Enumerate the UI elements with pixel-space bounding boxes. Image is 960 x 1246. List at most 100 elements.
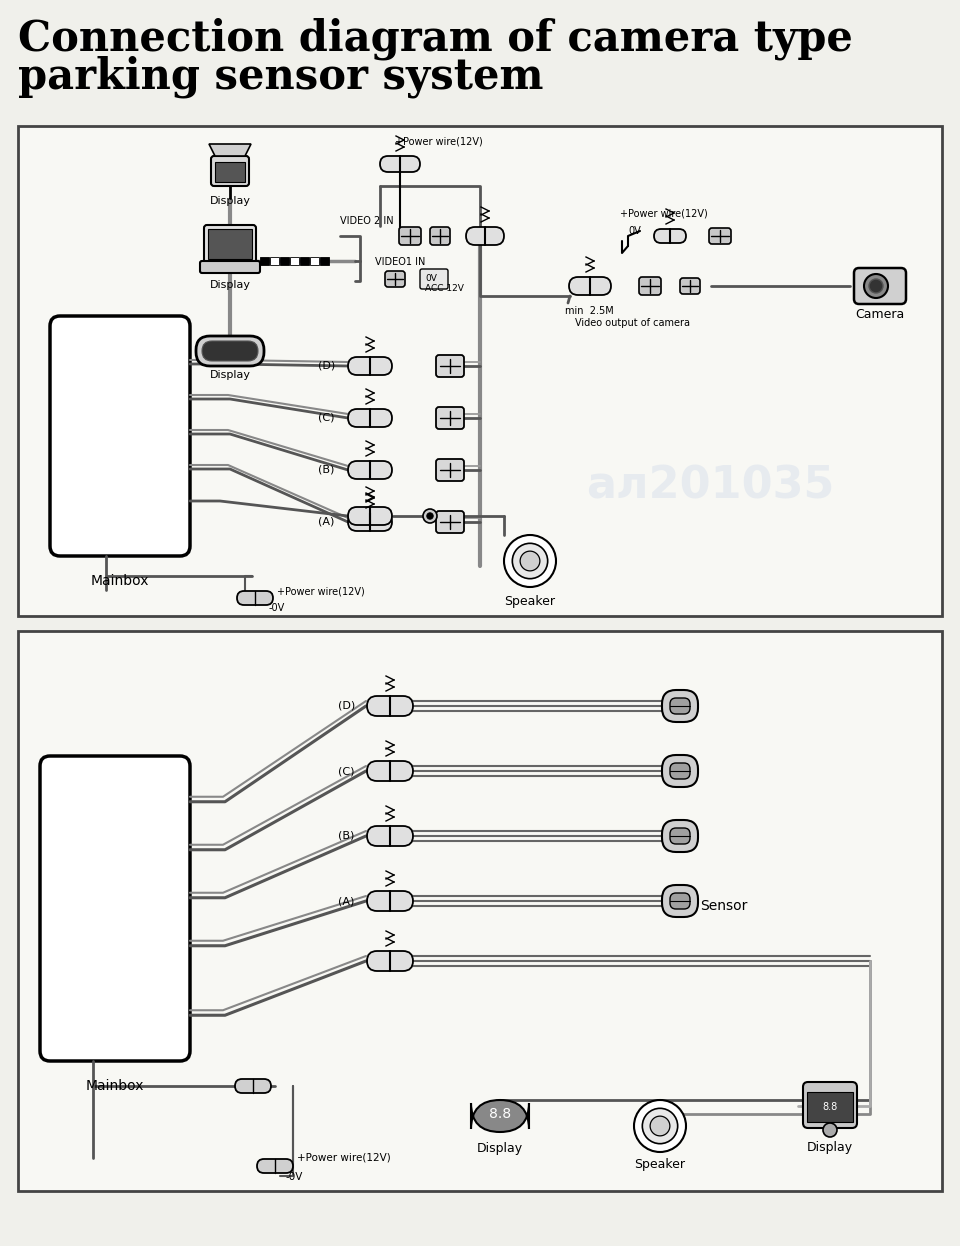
FancyBboxPatch shape (639, 277, 661, 295)
FancyBboxPatch shape (670, 698, 690, 714)
FancyBboxPatch shape (367, 891, 413, 911)
FancyBboxPatch shape (430, 227, 450, 245)
Circle shape (504, 535, 556, 587)
Text: Display: Display (209, 280, 251, 290)
Text: VIDEO 2 IN: VIDEO 2 IN (340, 216, 394, 226)
Text: Speaker: Speaker (505, 596, 556, 608)
FancyBboxPatch shape (436, 459, 464, 481)
Text: (C): (C) (318, 412, 334, 422)
Bar (215, 162, 245, 182)
FancyBboxPatch shape (662, 885, 698, 917)
FancyBboxPatch shape (367, 826, 413, 846)
Text: Display: Display (209, 196, 251, 206)
FancyBboxPatch shape (436, 407, 464, 429)
Text: Sensor: Sensor (700, 900, 748, 913)
FancyBboxPatch shape (670, 893, 690, 910)
Polygon shape (209, 145, 251, 156)
FancyBboxPatch shape (436, 511, 464, 533)
Circle shape (642, 1109, 678, 1144)
Text: Video output of camera: Video output of camera (575, 318, 690, 328)
FancyBboxPatch shape (569, 277, 611, 295)
Bar (208, 229, 252, 259)
Text: (D): (D) (338, 701, 355, 711)
Bar (320, 257, 329, 265)
Text: 0V: 0V (425, 274, 437, 283)
Bar (290, 257, 299, 265)
FancyBboxPatch shape (803, 1082, 857, 1128)
Text: ACC 12V: ACC 12V (425, 284, 464, 293)
FancyBboxPatch shape (367, 697, 413, 716)
FancyBboxPatch shape (348, 358, 392, 375)
FancyBboxPatch shape (348, 513, 392, 531)
FancyBboxPatch shape (466, 227, 504, 245)
Text: -0V: -0V (269, 603, 285, 613)
FancyBboxPatch shape (399, 227, 421, 245)
FancyBboxPatch shape (237, 591, 273, 606)
Circle shape (650, 1116, 670, 1136)
FancyBboxPatch shape (40, 756, 190, 1062)
FancyBboxPatch shape (385, 270, 405, 287)
Text: ал201035: ал201035 (586, 465, 834, 507)
Circle shape (520, 551, 540, 571)
Bar (310, 257, 319, 265)
FancyBboxPatch shape (257, 1159, 293, 1172)
Text: +Power wire(12V): +Power wire(12V) (395, 136, 483, 146)
FancyBboxPatch shape (380, 156, 420, 172)
FancyBboxPatch shape (680, 278, 700, 294)
FancyBboxPatch shape (202, 341, 258, 361)
FancyBboxPatch shape (200, 260, 260, 273)
FancyBboxPatch shape (662, 755, 698, 787)
FancyBboxPatch shape (670, 763, 690, 779)
Text: Mainbox: Mainbox (85, 1079, 144, 1093)
Text: VIDEO1 IN: VIDEO1 IN (375, 257, 425, 267)
Text: 0V: 0V (628, 226, 640, 235)
FancyBboxPatch shape (367, 951, 413, 971)
FancyBboxPatch shape (662, 820, 698, 852)
Bar (18, 126, 942, 616)
FancyBboxPatch shape (348, 507, 392, 525)
FancyBboxPatch shape (709, 228, 731, 244)
Text: Camera: Camera (855, 308, 904, 321)
FancyBboxPatch shape (50, 316, 190, 556)
Bar (18, 630, 942, 1191)
Text: parking sensor system: parking sensor system (18, 56, 543, 98)
Circle shape (513, 543, 547, 578)
Text: +Power wire(12V): +Power wire(12V) (620, 208, 708, 218)
Bar (270, 257, 279, 265)
FancyBboxPatch shape (196, 336, 264, 366)
Bar (260, 257, 269, 265)
Text: min  2.5M: min 2.5M (565, 307, 613, 316)
Text: Speaker: Speaker (635, 1158, 685, 1171)
FancyBboxPatch shape (235, 1079, 271, 1093)
Text: -0V: -0V (285, 1172, 302, 1182)
Text: (C): (C) (338, 766, 354, 776)
Text: (B): (B) (338, 831, 354, 841)
Text: Display: Display (209, 370, 251, 380)
Text: Display: Display (477, 1143, 523, 1155)
Text: +Power wire(12V): +Power wire(12V) (297, 1153, 391, 1163)
FancyBboxPatch shape (436, 355, 464, 378)
Bar (280, 257, 289, 265)
Text: (D): (D) (318, 361, 335, 371)
FancyBboxPatch shape (367, 761, 413, 781)
Bar (300, 257, 309, 265)
Circle shape (823, 1123, 837, 1138)
Circle shape (427, 513, 433, 520)
Text: (A): (A) (318, 517, 334, 527)
Text: Mainbox: Mainbox (91, 574, 149, 588)
FancyBboxPatch shape (854, 268, 906, 304)
FancyBboxPatch shape (670, 829, 690, 844)
FancyBboxPatch shape (471, 1100, 529, 1133)
FancyBboxPatch shape (348, 461, 392, 478)
Text: (B): (B) (318, 465, 334, 475)
Circle shape (634, 1100, 686, 1153)
Text: +Power wire(12V): +Power wire(12V) (277, 587, 365, 597)
Text: Connection diagram of camera type: Connection diagram of camera type (18, 17, 852, 61)
Bar (807, 1091, 853, 1121)
Text: Display: Display (807, 1141, 853, 1154)
Text: 8.8: 8.8 (489, 1106, 511, 1121)
FancyBboxPatch shape (211, 156, 249, 186)
Circle shape (869, 279, 883, 293)
FancyBboxPatch shape (348, 409, 392, 427)
Text: (A): (A) (338, 896, 354, 906)
